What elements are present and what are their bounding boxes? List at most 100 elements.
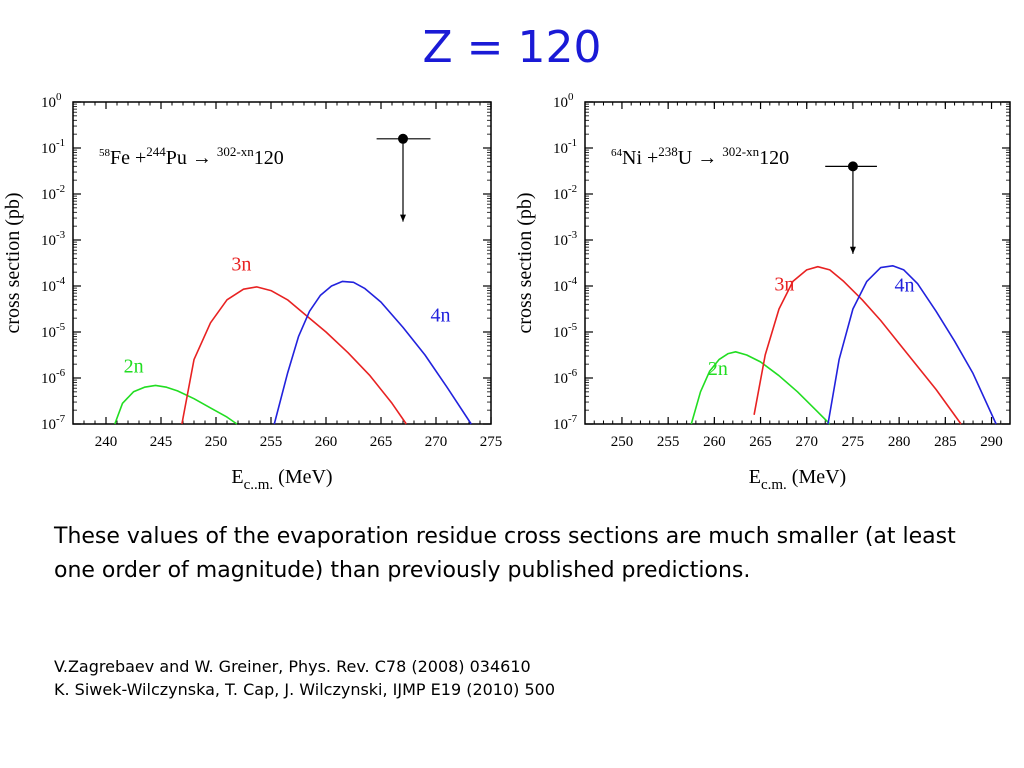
y-tick-base: 10 (553, 417, 568, 433)
y-tick-label: 10-7 (41, 413, 66, 433)
x-tick-label: 240 (95, 434, 118, 450)
x-label-unit: (MeV) (273, 466, 332, 488)
projectile-mass: 64 (611, 147, 623, 159)
y-tick-base: 10 (41, 187, 56, 203)
product-mass: 302-xn (722, 144, 759, 159)
x-tick-label: 250 (205, 434, 228, 450)
target-mass: 238 (658, 144, 678, 159)
y-tick-exponent: -4 (56, 275, 66, 287)
x-tick-label: 255 (260, 434, 283, 450)
chart-svg-left: 240 245 250 255 260 265 270 27510010-110-210-31… (2, 91, 502, 493)
y-tick-label: 10-5 (41, 321, 66, 341)
marker-point (398, 133, 408, 144)
y-tick-exponent: -7 (568, 413, 578, 425)
reaction-label: 58Fe +244Pu → 302-xn120 (99, 144, 284, 169)
y-tick-label: 10-4 (553, 275, 578, 295)
y-tick-exponent: 0 (568, 91, 574, 103)
projectile-symbol: Ni + (622, 147, 658, 169)
product-symbol: 120 (254, 147, 284, 169)
x-tick-label: 260 (315, 434, 338, 450)
y-tick-label: 10-3 (553, 229, 578, 249)
x-label-unit: (MeV) (787, 466, 846, 488)
series-line-2n (690, 350, 831, 425)
target-symbol: Pu → (166, 147, 217, 169)
y-tick-label: 10-1 (41, 137, 65, 157)
x-tick-label: 250 (611, 434, 634, 450)
product-symbol: 120 (759, 147, 789, 169)
y-tick-base: 10 (553, 95, 568, 111)
x-tick-label: 290 (980, 434, 1003, 450)
target-mass: 244 (146, 144, 166, 159)
y-tick-label: 100 (553, 91, 574, 111)
y-tick-label: 10-7 (553, 413, 578, 433)
x-label-subscript: c.m. (761, 477, 787, 493)
y-tick-exponent: -1 (568, 137, 577, 149)
marker-arrow-head (400, 214, 406, 222)
x-tick-label: 265 (370, 434, 393, 450)
product-mass: 302-xn (217, 144, 254, 159)
slide-title: Z = 120 (422, 22, 602, 73)
y-tick-exponent: -5 (56, 321, 66, 333)
y-tick-base: 10 (553, 279, 568, 295)
series-line-3n (181, 286, 407, 425)
y-tick-base: 10 (41, 417, 56, 433)
projectile-symbol: Fe + (110, 147, 146, 169)
x-tick-label: 255 (657, 434, 680, 450)
y-tick-exponent: -3 (568, 229, 578, 241)
reference-item: V.Zagrebaev and W. Greiner, Phys. Rev. C… (54, 657, 531, 676)
y-tick-label: 10-4 (41, 275, 66, 295)
reference-item: K. Siwek-Wilczynska, T. Cap, J. Wilczyns… (54, 680, 556, 699)
x-tick-label: 270 (795, 434, 818, 450)
y-tick-base: 10 (41, 325, 56, 341)
y-tick-label: 10-1 (553, 137, 577, 157)
y-axis-label: cross section (pb) (2, 192, 24, 333)
y-tick-base: 10 (553, 371, 568, 387)
y-tick-base: 10 (41, 233, 56, 249)
y-axis-label: cross section (pb) (514, 192, 536, 333)
series-line-3n (753, 265, 962, 425)
y-tick-base: 10 (553, 187, 568, 203)
y-tick-exponent: -6 (56, 367, 66, 379)
x-tick-label: 260 (703, 434, 726, 450)
x-label-subscript: c..m. (244, 477, 274, 493)
y-tick-exponent: -2 (568, 183, 577, 195)
series-label-4n: 4n (895, 275, 915, 297)
series-line-4n (273, 280, 472, 425)
marker-point (847, 161, 858, 172)
y-tick-exponent: -6 (568, 367, 578, 379)
y-tick-base: 10 (553, 141, 568, 157)
y-tick-exponent: -5 (568, 321, 578, 333)
y-tick-base: 10 (41, 95, 56, 111)
y-tick-exponent: -2 (56, 183, 65, 195)
projectile-mass: 58 (99, 147, 111, 159)
summary-text: These values of the evaporation residue … (54, 524, 956, 583)
series-label-2n: 2n (708, 358, 728, 380)
x-axis-label: Ec..m. (MeV) (231, 466, 332, 493)
series-line-4n (827, 265, 997, 425)
y-tick-base: 10 (41, 371, 56, 387)
series-label-3n: 3n (231, 253, 251, 275)
x-tick-label: 270 (425, 434, 448, 450)
target-symbol: U → (678, 147, 722, 169)
y-tick-label: 10-6 (41, 367, 66, 387)
cross-section-chart-ni-u: 250 255 260 265 270 275 280 285 290 100 10-1 10-2 10… (512, 90, 1024, 500)
x-tick-label: 285 (934, 434, 957, 450)
y-tick-exponent: 0 (56, 91, 62, 103)
y-tick-base: 10 (553, 233, 568, 249)
x-tick-label: 265 (749, 434, 772, 450)
reaction-label: 64Ni +238U → 302-xn120 (611, 144, 789, 169)
y-tick-base: 10 (41, 279, 56, 295)
series-line-2n (114, 384, 238, 425)
series-label-2n: 2n (124, 355, 144, 377)
cross-section-chart-fe-pu: 240 245 250 255 260 265 270 275 100 10-1 10-2 10-3 1… (0, 90, 512, 500)
chart-svg-right: 250 255 260 265 270 275 280 285 29010010-110-210… (514, 91, 1011, 493)
x-tick-label: 275 (842, 434, 865, 450)
y-tick-exponent: -3 (56, 229, 66, 241)
x-tick-label: 280 (888, 434, 911, 450)
y-tick-base: 10 (41, 141, 56, 157)
y-tick-label: 10-2 (553, 183, 577, 203)
y-tick-label: 10-6 (553, 367, 578, 387)
series-label-4n: 4n (431, 304, 451, 326)
x-axis-label: Ec.m. (MeV) (749, 466, 846, 493)
marker-arrow-head (849, 246, 856, 254)
